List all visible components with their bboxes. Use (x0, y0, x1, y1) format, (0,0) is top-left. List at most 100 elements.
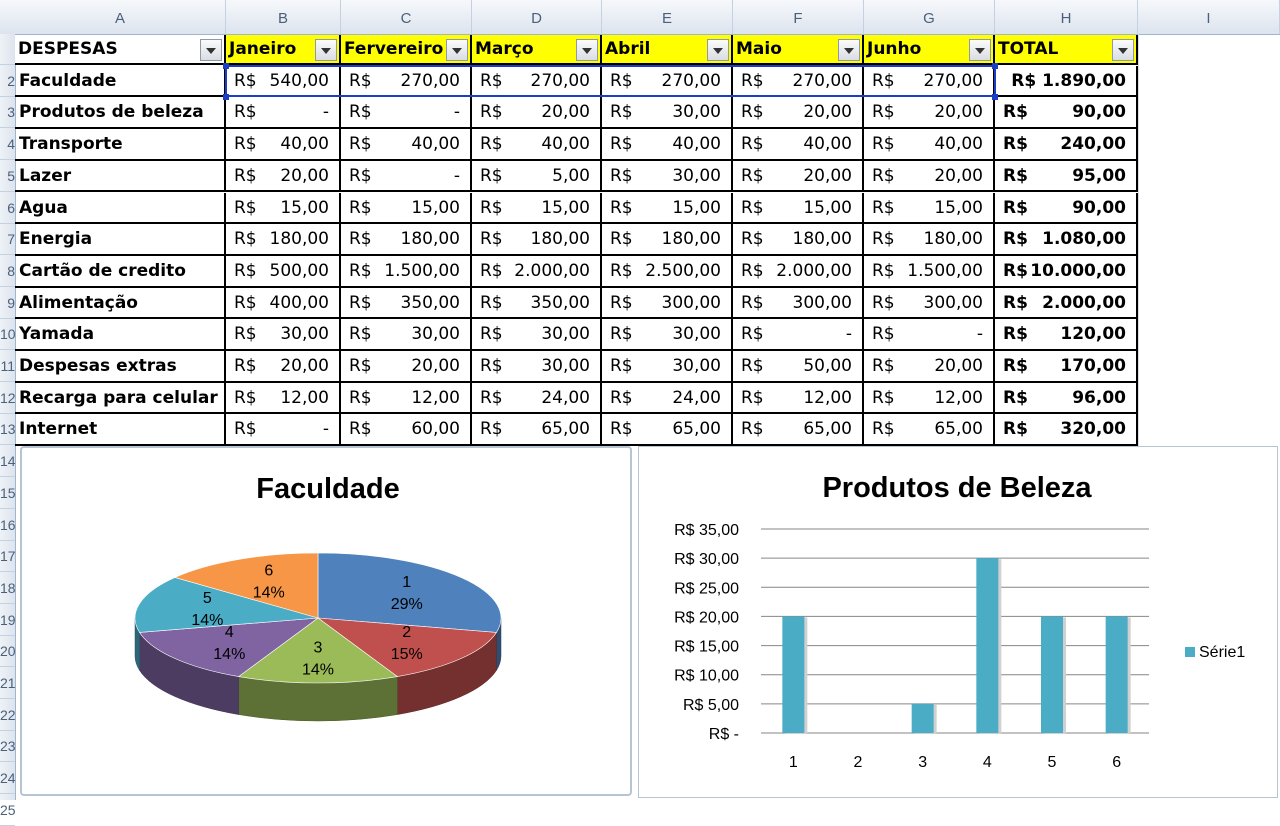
value-cell[interactable]: R$ 20,00 (864, 97, 995, 130)
column-header-i[interactable]: I (1138, 0, 1280, 34)
row-header[interactable]: 11 (0, 351, 15, 382)
value-cell[interactable]: R$ 270,00 (733, 65, 864, 98)
row-header[interactable]: 25 (0, 795, 15, 826)
category-cell[interactable]: Internet (15, 414, 226, 447)
value-cell[interactable]: R$ 20,00 (226, 160, 341, 193)
value-cell[interactable]: R$ 30,00 (602, 319, 733, 351)
category-cell[interactable]: Yamada (15, 319, 226, 351)
selection-handle[interactable] (992, 62, 998, 69)
value-cell[interactable]: R$ 12,00 (341, 382, 472, 415)
value-cell[interactable]: R$ 1.500,00 (864, 255, 995, 288)
pie-slice-2[interactable] (316, 617, 497, 677)
value-cell[interactable]: R$ 20,00 (226, 351, 341, 383)
value-cell[interactable]: R$ 180,00 (341, 224, 472, 256)
value-cell[interactable]: R$ 40,00 (226, 129, 341, 161)
row-header[interactable]: 17 (0, 541, 15, 573)
value-cell[interactable]: R$ 12,00 (733, 382, 864, 415)
total-cell[interactable]: R$ 10.000,00 (995, 255, 1138, 288)
value-cell[interactable]: R$ 540,00 (226, 65, 341, 98)
row-header[interactable]: 20 (0, 636, 15, 668)
bar-6[interactable] (1105, 616, 1128, 733)
value-cell[interactable]: R$ 180,00 (864, 224, 995, 256)
column-header-g[interactable]: G (864, 0, 995, 34)
row-header[interactable]: 10 (0, 319, 15, 351)
row-header[interactable]: 22 (0, 700, 15, 731)
bar-chart-produtos-de-beleza[interactable]: Produtos de Beleza R$ - R$ 5,00 R$ 10,00 R$… (638, 446, 1278, 798)
value-cell[interactable]: R$ 300,00 (602, 287, 733, 320)
category-cell[interactable]: Energia (15, 224, 226, 256)
value-cell[interactable]: R$ 270,00 (602, 65, 733, 98)
value-cell[interactable]: R$ 24,00 (472, 382, 602, 415)
row-header[interactable]: 16 (0, 510, 15, 541)
total-cell[interactable]: R$ 90,00 (995, 192, 1138, 225)
value-cell[interactable]: R$ 30,00 (602, 160, 733, 193)
total-cell[interactable]: R$ 90,00 (995, 97, 1138, 130)
value-cell[interactable]: R$ 20,00 (733, 160, 864, 193)
value-cell[interactable]: R$ 65,00 (472, 414, 602, 447)
value-cell[interactable]: R$ 30,00 (602, 351, 733, 383)
value-cell[interactable]: R$ 300,00 (733, 287, 864, 320)
total-cell[interactable]: R$ 120,00 (995, 319, 1138, 351)
pie-slice-4[interactable] (139, 617, 320, 677)
filter-dropdown-button[interactable] (446, 39, 468, 61)
value-cell[interactable]: R$ 270,00 (341, 65, 472, 98)
value-cell[interactable]: R$ 30,00 (472, 351, 602, 383)
value-cell[interactable]: R$ 15,00 (472, 192, 602, 225)
row-header[interactable]: 7 (0, 224, 15, 256)
pie-slice-1[interactable] (317, 552, 502, 633)
total-cell[interactable]: R$ 95,00 (995, 160, 1138, 193)
value-cell[interactable]: R$ 15,00 (226, 192, 341, 225)
category-cell[interactable]: Lazer (15, 160, 226, 193)
value-cell[interactable]: R$ 180,00 (472, 224, 602, 256)
total-cell[interactable]: R$ 170,00 (995, 351, 1138, 383)
row-header[interactable]: 21 (0, 668, 15, 699)
total-cell[interactable]: R$ 240,00 (995, 129, 1138, 161)
value-cell[interactable]: R$ 30,00 (472, 319, 602, 351)
row-header[interactable]: 19 (0, 605, 15, 636)
value-cell[interactable]: R$ 20,00 (733, 97, 864, 130)
filter-dropdown-button[interactable] (200, 39, 222, 61)
total-cell[interactable]: R$ 2.000,00 (995, 287, 1138, 320)
row-header[interactable]: 13 (0, 414, 15, 446)
value-cell[interactable]: R$ 65,00 (864, 414, 995, 447)
filter-dropdown-button[interactable] (707, 39, 729, 61)
value-cell[interactable]: R$ 2.000,00 (472, 255, 602, 288)
value-cell[interactable]: R$ 180,00 (602, 224, 733, 256)
value-cell[interactable]: R$ 65,00 (733, 414, 864, 447)
value-cell[interactable]: R$ - (226, 97, 341, 130)
category-cell[interactable]: Produtos de beleza (15, 97, 226, 130)
header-cell-despesas[interactable]: DESPESAS (15, 35, 226, 65)
value-cell[interactable]: R$ 350,00 (472, 287, 602, 320)
column-header-c[interactable]: C (341, 0, 472, 34)
value-cell[interactable]: R$ 20,00 (472, 97, 602, 130)
value-cell[interactable]: R$ - (341, 97, 472, 130)
column-header-e[interactable]: E (602, 0, 733, 34)
bar-3[interactable] (911, 703, 934, 733)
value-cell[interactable]: R$ - (864, 319, 995, 351)
pie-slice-3[interactable] (237, 617, 399, 684)
value-cell[interactable]: R$ 50,00 (733, 351, 864, 383)
value-cell[interactable]: R$ 2.500,00 (602, 255, 733, 288)
value-cell[interactable]: R$ 40,00 (472, 129, 602, 161)
value-cell[interactable]: R$ 60,00 (341, 414, 472, 447)
value-cell[interactable]: R$ 20,00 (864, 351, 995, 383)
value-cell[interactable]: R$ 2.000,00 (733, 255, 864, 288)
value-cell[interactable]: R$ 40,00 (341, 129, 472, 161)
value-cell[interactable]: R$ 20,00 (864, 160, 995, 193)
value-cell[interactable]: R$ - (733, 319, 864, 351)
bar-4[interactable] (976, 558, 999, 733)
row-header[interactable]: 9 (0, 288, 15, 319)
value-cell[interactable]: R$ 350,00 (341, 287, 472, 320)
value-cell[interactable]: R$ 24,00 (602, 382, 733, 415)
selection-handle[interactable] (223, 94, 229, 101)
value-cell[interactable]: R$ 30,00 (602, 97, 733, 130)
column-header-a[interactable]: A (15, 0, 226, 34)
bar-5[interactable] (1041, 616, 1063, 733)
pie-chart-faculdade[interactable]: Faculdade 1 29% 2 15% 3 14% 4 14% 5 14% 6 14% (20, 446, 632, 796)
value-cell[interactable]: R$ 15,00 (733, 192, 864, 225)
value-cell[interactable]: R$ 400,00 (226, 287, 341, 320)
bar-1[interactable] (782, 616, 805, 733)
category-cell[interactable]: Alimentação (15, 287, 226, 320)
row-header[interactable]: 6 (0, 193, 15, 224)
row-header[interactable]: 18 (0, 573, 15, 604)
